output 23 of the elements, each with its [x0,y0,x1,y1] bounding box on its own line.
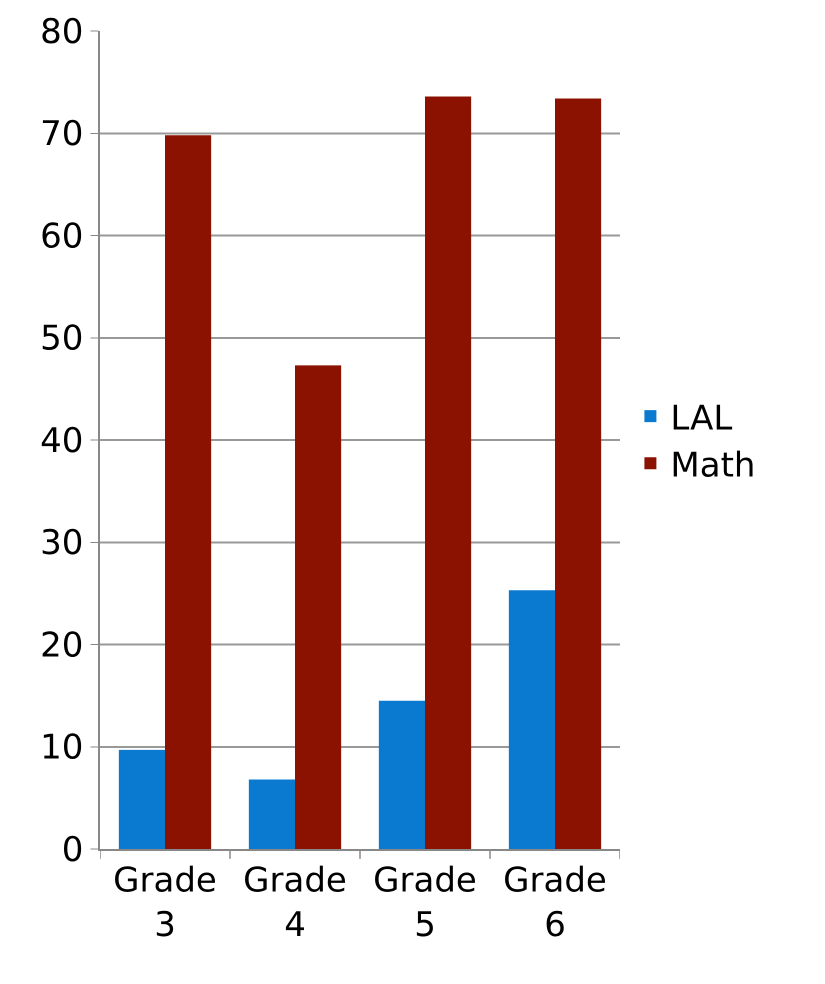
x-tick-label: Grade 3 [113,860,217,945]
legend-label: LAL [670,398,732,438]
x-tick-label: Grade 4 [243,860,347,945]
y-tick-label: 30 [40,523,84,564]
bar [118,750,165,849]
bar [248,779,295,849]
bar [165,135,212,849]
y-tick-label: 50 [40,318,84,359]
legend-label: Math [670,446,756,486]
y-tick-label: 20 [40,625,84,666]
x-tick-label: Grade 5 [373,860,477,945]
y-tick-label: 70 [40,114,84,154]
y-tick-label: 10 [40,728,84,768]
y-tick-label: 80 [40,12,84,52]
bar [378,700,425,849]
x-tick-label: Grade 6 [503,860,607,945]
bar [295,365,342,849]
y-tick-label: 60 [40,216,84,256]
bar [508,590,555,849]
y-tick-label: 40 [40,420,84,461]
y-tick-label: 0 [62,830,84,870]
bar [555,98,602,849]
bar [425,96,472,849]
